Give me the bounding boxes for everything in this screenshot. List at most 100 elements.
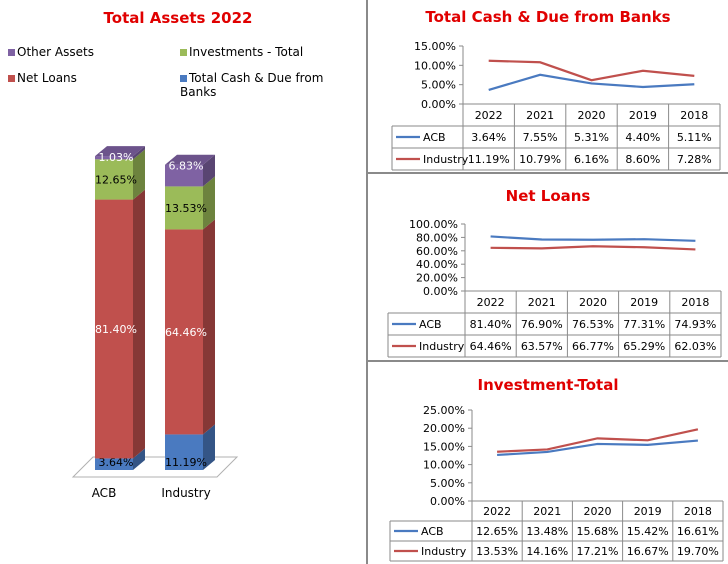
year-label: 2018 <box>681 296 709 309</box>
y-tick-label: 15.00% <box>423 440 465 453</box>
table-cell: 62.03% <box>674 340 716 353</box>
table-cell: 15.68% <box>577 525 619 538</box>
year-label: 2022 <box>483 505 511 518</box>
year-label: 2020 <box>584 505 612 518</box>
series-line-acb <box>497 439 698 457</box>
table-cell: 63.57% <box>521 340 563 353</box>
year-label: 2019 <box>630 296 658 309</box>
bar-side <box>203 154 215 187</box>
y-tick-label: 5.00% <box>430 477 465 490</box>
legend-item-investments: Investments - Total <box>180 45 303 59</box>
year-label: 2019 <box>629 109 657 122</box>
series-name: Industry <box>423 153 469 166</box>
series-name: Industry <box>421 545 467 558</box>
legend-swatch-investments <box>180 49 187 56</box>
bar-side <box>133 448 145 470</box>
investment-title: Investment-Total <box>477 376 619 394</box>
bar-data-label: 1.03% <box>99 151 134 164</box>
bar-front <box>95 156 133 160</box>
legend-item-other-assets: Other Assets <box>8 45 94 59</box>
table-cell: 15.42% <box>627 525 669 538</box>
series-name: ACB <box>419 318 442 331</box>
bar-segment-acb-2 <box>95 149 145 200</box>
year-label: 2022 <box>477 296 505 309</box>
year-label: 2018 <box>680 109 708 122</box>
bar-data-label: 13.53% <box>165 202 207 215</box>
table-cell: 13.53% <box>476 545 518 558</box>
total-assets-panel: Total Assets 2022 Other Assets Investmen… <box>0 0 356 564</box>
net-loans-line-chart: 100.00%80.00%60.00%40.00%20.00%0.00% 2022… <box>387 218 722 358</box>
table-cell: 7.55% <box>523 131 558 144</box>
table-cell: 14.16% <box>526 545 568 558</box>
table-cell: 5.31% <box>574 131 609 144</box>
table-cell: 6.16% <box>574 153 609 166</box>
series-name: ACB <box>423 131 446 144</box>
bar-front <box>165 164 203 187</box>
stacked-bar-chart: 3.64% 81.40% 12.65% 1.03% ACB 11.19% 64.46% 13.… <box>71 146 239 500</box>
bar-segment-acb-0 <box>95 448 145 470</box>
legend-swatch-cash <box>180 75 187 82</box>
year-label: 2021 <box>528 296 556 309</box>
y-tick-label: 10.00% <box>423 459 465 472</box>
investment-line-chart: 25.00% 20.00% 15.00% 10.00% 5.00% 0.00% 2022 20… <box>389 404 724 562</box>
table-cell: 66.77% <box>572 340 614 353</box>
bar-side <box>203 176 215 230</box>
table-cell: 13.48% <box>526 525 568 538</box>
bar-side <box>203 424 215 470</box>
bar-front <box>165 434 203 470</box>
bar-data-label: 6.83% <box>169 160 204 173</box>
y-tick-label: 20.00% <box>423 422 465 435</box>
year-label: 2022 <box>475 109 503 122</box>
vertical-divider <box>366 0 368 564</box>
y-tick-label: 0.00% <box>423 285 458 298</box>
cash-panel: Total Cash & Due from Banks 15.00% 10.00%… <box>368 0 728 174</box>
bar-top <box>165 154 215 165</box>
y-tick-label: 80.00% <box>416 231 458 244</box>
bar-front <box>95 159 133 200</box>
bar-side <box>133 149 145 200</box>
year-label: 2021 <box>533 505 561 518</box>
series-name: Industry <box>419 340 465 353</box>
bar-segment-industry-2 <box>165 176 215 230</box>
legend-item-net-loans: Net Loans <box>8 71 77 85</box>
table-cell: 10.79% <box>519 153 561 166</box>
y-tick-label: 20.00% <box>416 272 458 285</box>
bar-data-label: 64.46% <box>165 326 207 339</box>
y-tick-label: 10.00% <box>414 59 456 72</box>
bar-segment-acb-1 <box>95 189 145 459</box>
bar-front <box>165 186 203 230</box>
table-cell: 17.21% <box>577 545 619 558</box>
series-line-industry <box>488 59 695 82</box>
series-line-acb <box>488 73 695 91</box>
legend-swatch-net-loans <box>8 75 15 82</box>
category-label: Industry <box>161 486 210 500</box>
table-cell: 12.65% <box>476 525 518 538</box>
bar-segment-acb-3 <box>95 146 145 160</box>
y-tick-label: 100.00% <box>409 218 458 231</box>
bar-side <box>133 189 145 459</box>
table-cell: 16.67% <box>627 545 669 558</box>
total-assets-title: Total Assets 2022 <box>103 9 253 27</box>
bar-segment-industry-0 <box>165 424 215 470</box>
bar-data-label: 12.65% <box>95 173 137 186</box>
bar-front <box>95 458 133 470</box>
table-cell: 77.31% <box>623 318 665 331</box>
net-loans-title: Net Loans <box>505 187 591 205</box>
net-loans-panel: Net Loans 100.00% 80.00% 60.00% 40.00% 20.00… <box>368 174 728 362</box>
table-cell: 11.19% <box>468 153 510 166</box>
y-tick-label: 40.00% <box>416 258 458 271</box>
year-label: 2019 <box>634 505 662 518</box>
y-tick-label: 0.00% <box>430 495 465 508</box>
series-line-industry <box>490 245 696 251</box>
bar-segment-industry-1 <box>165 219 215 435</box>
series-line-industry <box>497 428 699 453</box>
table-cell: 76.90% <box>521 318 563 331</box>
year-label: 2020 <box>579 296 607 309</box>
bar-side <box>203 219 215 435</box>
legend-item-cash: Total Cash & Due from Banks <box>180 71 324 99</box>
bar-data-label: 3.64% <box>99 456 134 469</box>
table-cell: 81.40% <box>470 318 512 331</box>
y-tick-label: 60.00% <box>416 245 458 258</box>
series-line-acb <box>490 235 696 242</box>
year-label: 2018 <box>684 505 712 518</box>
